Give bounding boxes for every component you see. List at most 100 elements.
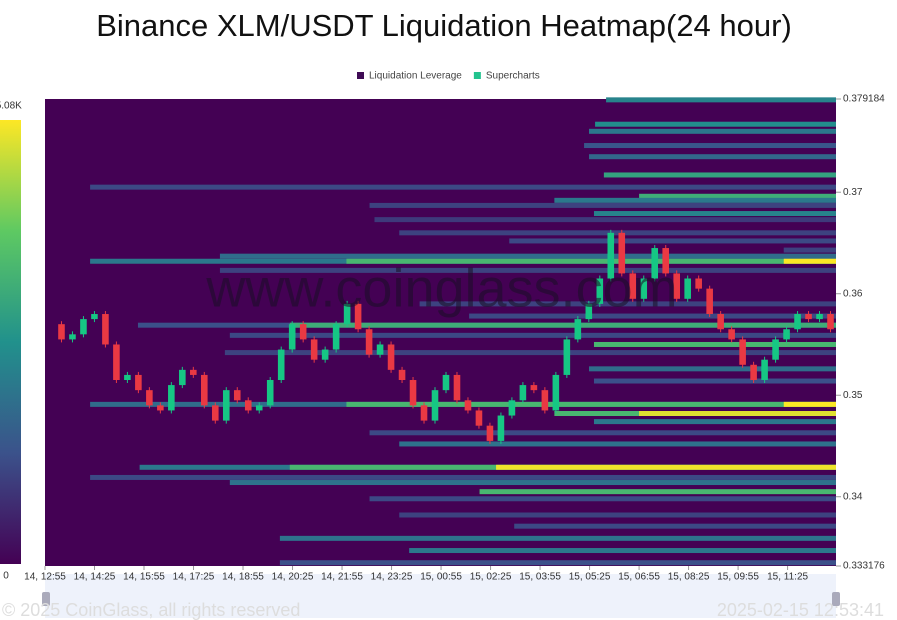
candle-body <box>574 319 582 340</box>
candle-body <box>431 390 439 421</box>
candle-body <box>420 405 428 421</box>
candle-body <box>552 374 560 411</box>
x-tick-label: 15, 09:55 <box>717 572 759 583</box>
x-tick-label: 15, 05:25 <box>569 572 611 583</box>
candle-body <box>607 232 615 279</box>
candle-body <box>266 380 274 406</box>
liquidation-band <box>409 548 836 554</box>
x-tick-label: 15, 00:55 <box>420 572 462 583</box>
candle-body <box>783 329 790 340</box>
colorbar-tick-label: 45.08K <box>0 101 22 112</box>
candle-body <box>717 314 724 330</box>
candle-body <box>530 385 538 391</box>
candle-body <box>113 344 120 381</box>
liquidation-band <box>346 401 836 407</box>
navigator <box>45 574 836 618</box>
navigator-handle[interactable] <box>832 592 840 606</box>
liquidation-band <box>603 172 836 178</box>
liquidation-band <box>783 401 836 407</box>
liquidation-band <box>279 560 836 566</box>
candle-body <box>651 248 659 279</box>
liquidation-band <box>90 474 836 480</box>
candle-body <box>387 344 395 370</box>
candle-body <box>453 374 461 401</box>
candle-body <box>299 324 307 340</box>
candle-body <box>816 314 823 320</box>
candle-body <box>772 339 779 360</box>
candle-body <box>376 344 384 355</box>
candle-body <box>695 278 702 289</box>
navigator-handle[interactable] <box>42 592 50 606</box>
x-tick-label: 14, 14:25 <box>74 572 116 583</box>
liquidation-band <box>224 350 836 356</box>
candle-body <box>585 303 593 320</box>
candle-body <box>629 273 637 299</box>
candle-body <box>541 390 549 411</box>
watermark: www.coinglass.com <box>205 258 677 318</box>
candle-body <box>596 278 604 304</box>
candle-body <box>519 385 527 401</box>
x-tick-label: 15, 06:55 <box>618 572 660 583</box>
candle-body <box>706 288 713 315</box>
candle-body <box>398 369 406 381</box>
x-tick-label: 15, 11:25 <box>767 572 808 583</box>
candle-body <box>80 319 87 335</box>
candle-body <box>190 369 197 375</box>
candle-body <box>343 303 351 325</box>
candle-body <box>750 364 757 381</box>
y-tick-label: 0.379184 <box>843 94 885 105</box>
candle-body <box>794 314 801 330</box>
liquidation-band <box>639 193 836 199</box>
x-tick-label: 14, 20:25 <box>272 572 314 583</box>
liquidation-band <box>479 489 836 495</box>
liquidation-band <box>399 230 836 236</box>
legend-swatch <box>357 72 364 79</box>
liquidation-band <box>593 211 836 217</box>
candle-body <box>640 278 648 299</box>
candle-body <box>91 314 98 320</box>
candle-body <box>179 369 186 386</box>
liquidation-band <box>593 419 836 425</box>
y-tick-label: 0.34 <box>843 491 863 502</box>
candle-body <box>563 339 571 375</box>
y-tick-label: 0.36 <box>843 288 863 299</box>
candle-body <box>508 400 516 416</box>
candle-body <box>124 374 131 381</box>
candle-body <box>673 273 680 299</box>
x-tick-label: 14, 15:55 <box>123 572 165 583</box>
candle-body <box>255 405 263 411</box>
candle-body <box>728 329 735 340</box>
liquidation-band <box>419 301 836 307</box>
candle-body <box>222 390 230 421</box>
candle-body <box>739 339 746 365</box>
liquidation-band <box>509 238 836 244</box>
chart-title: Binance XLM/USDT Liquidation Heatmap(24 … <box>96 8 792 43</box>
liquidation-band <box>783 258 836 264</box>
candle-body <box>135 374 142 391</box>
candle-body <box>618 232 626 274</box>
x-tick-label: 15, 02:25 <box>470 572 512 583</box>
liquidation-band <box>593 378 836 384</box>
candle-body <box>233 390 241 401</box>
liquidation-band <box>374 217 836 223</box>
candle-body <box>201 374 208 406</box>
y-tick-label: 0.35 <box>843 390 863 401</box>
candle-body <box>102 314 109 345</box>
x-tick-label: 14, 21:55 <box>321 572 363 583</box>
liquidation-band <box>229 332 836 338</box>
candle-body <box>244 400 252 411</box>
liquidation-band <box>369 496 836 502</box>
plot-background <box>45 99 836 566</box>
liquidation-band <box>584 143 836 149</box>
candle-body <box>662 248 670 274</box>
candle-body <box>168 385 175 411</box>
liquidation-band <box>554 197 836 203</box>
candle-body <box>310 339 318 360</box>
candle-body <box>827 314 834 330</box>
candle-body <box>157 405 164 411</box>
liquidation-band <box>589 366 836 372</box>
legend: Liquidation Leverage Supercharts <box>357 71 540 82</box>
y-tick-label: 0.333176 <box>843 561 885 572</box>
candle-body <box>277 349 285 381</box>
